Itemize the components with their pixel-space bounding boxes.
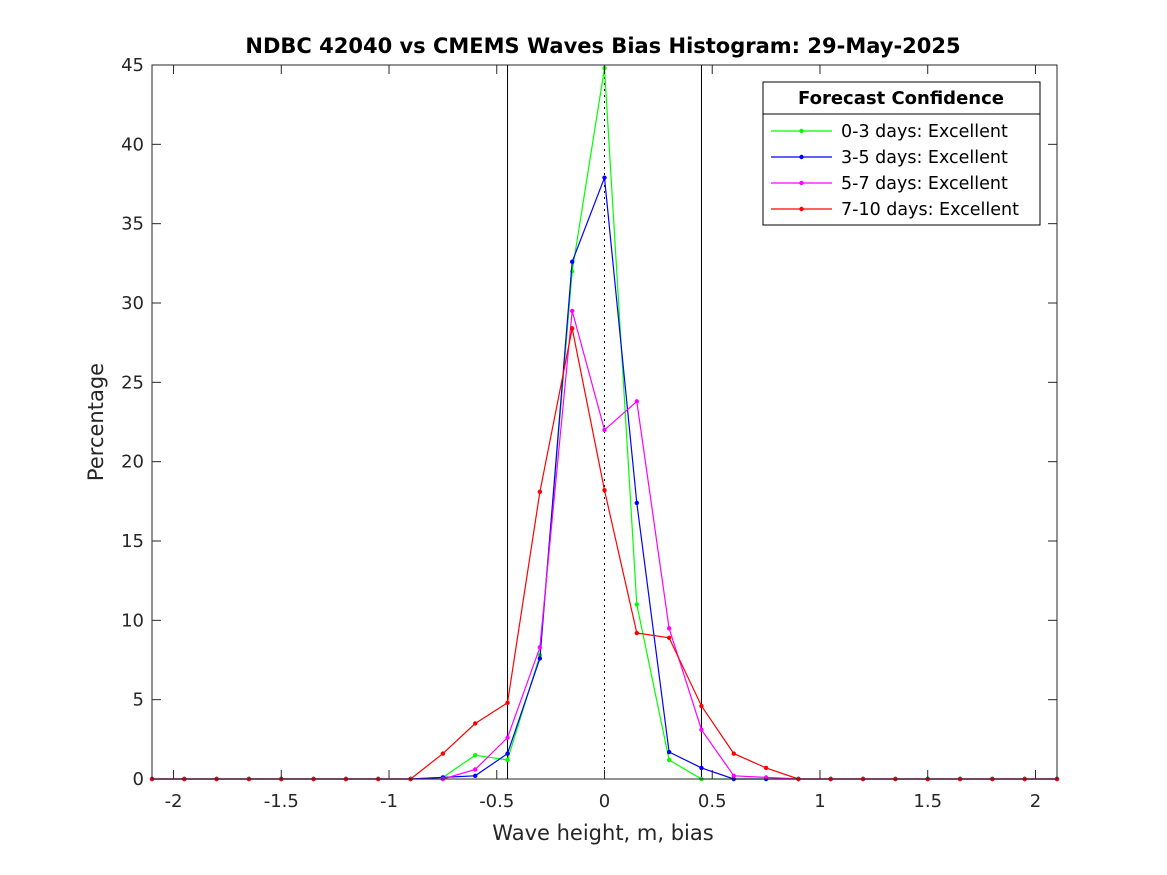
series-3-point — [473, 767, 478, 772]
series-3-point — [666, 626, 672, 631]
series-3-point — [699, 727, 704, 733]
series-2-point — [699, 765, 704, 771]
x-tick-label: 1.5 — [913, 791, 942, 812]
series-4-point — [699, 703, 704, 709]
y-tick-label: 35 — [121, 214, 144, 235]
series-4-point — [505, 700, 510, 706]
series-1-point — [569, 269, 575, 274]
y-tick-label: 40 — [121, 134, 144, 155]
series-4-point — [440, 751, 446, 756]
series-3-point — [505, 735, 510, 740]
x-tick-label: -2 — [165, 791, 183, 812]
series-4-point — [602, 488, 607, 493]
legend-label-3: 5-7 days: Excellent — [841, 174, 1008, 194]
series-3-point — [602, 427, 607, 433]
legend-marker-4 — [799, 206, 804, 212]
legend-label-2: 3-5 days: Excellent — [841, 148, 1008, 168]
legend: Forecast Confidence 0-3 days: Excellent 3… — [762, 81, 1041, 226]
series-4-point — [763, 765, 769, 771]
legend-marker-2 — [799, 154, 804, 160]
x-tick-label: -1 — [380, 791, 398, 812]
y-axis-label: Percentage — [84, 363, 108, 481]
series-2-point — [666, 749, 672, 755]
x-tick-label: 0.5 — [698, 791, 727, 812]
y-tick-label: 45 — [121, 55, 144, 76]
y-tick-label: 5 — [133, 690, 144, 711]
series-2-point — [602, 175, 607, 180]
series-4-point — [473, 721, 478, 726]
series-1-point — [634, 602, 640, 607]
series-1-point — [505, 757, 510, 763]
chart-title: NDBC 42040 vs CMEMS Waves Bias Histogram… — [245, 34, 960, 58]
series-2-point — [569, 259, 575, 264]
legend-title: Forecast Confidence — [798, 88, 1004, 109]
series-1-point — [473, 753, 478, 758]
series-4-point — [569, 326, 575, 331]
series-3-point — [634, 399, 640, 404]
legend-marker-1 — [799, 128, 804, 134]
y-tick-label: 15 — [121, 531, 144, 552]
y-tick-label: 0 — [133, 769, 144, 790]
x-axis-label: Wave height, m, bias — [492, 821, 713, 845]
series-4-point — [634, 630, 640, 636]
x-tick-label: 1 — [814, 791, 825, 812]
y-tick-label: 25 — [121, 372, 144, 393]
legend-label-1: 0-3 days: Excellent — [841, 122, 1008, 142]
legend-marker-3 — [799, 180, 804, 186]
series-2-point — [473, 773, 478, 779]
series-2-point — [505, 751, 510, 756]
legend-label-4: 7-10 days: Excellent — [841, 200, 1019, 220]
x-tick-label: -0.5 — [479, 791, 514, 812]
series-3-point — [731, 773, 736, 779]
series-3-point — [537, 645, 543, 650]
x-tick-label: -1.5 — [264, 791, 299, 812]
series-2-point — [537, 656, 543, 661]
series-4-point — [666, 635, 672, 640]
y-tick-label: 30 — [121, 293, 144, 314]
legend-box — [762, 81, 1041, 226]
y-tick-label: 10 — [121, 610, 144, 631]
x-tick-label: 2 — [1030, 791, 1041, 812]
series-4-point — [731, 751, 736, 756]
series-2-point — [634, 500, 640, 506]
series-3-point — [569, 308, 575, 314]
series-1-point — [666, 757, 672, 763]
y-tick-label: 20 — [121, 452, 144, 473]
x-tick-label: 0 — [599, 791, 610, 812]
series-4-point — [537, 489, 543, 495]
